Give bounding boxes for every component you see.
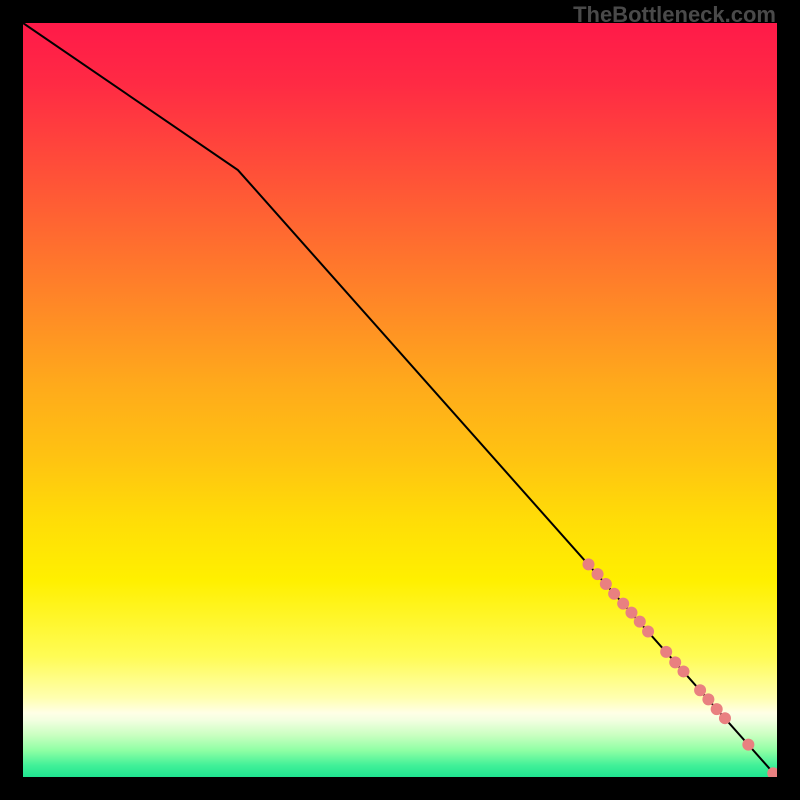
data-marker: [617, 598, 629, 610]
bottleneck-chart: [23, 23, 777, 777]
data-marker: [669, 656, 681, 668]
data-marker: [600, 578, 612, 590]
data-marker: [642, 625, 654, 637]
data-marker: [625, 607, 637, 619]
data-marker: [678, 665, 690, 677]
data-marker: [742, 739, 754, 751]
data-marker: [660, 646, 672, 658]
data-marker: [634, 616, 646, 628]
data-marker: [711, 703, 723, 715]
data-marker: [592, 568, 604, 580]
gradient-background: [23, 23, 777, 777]
data-marker: [694, 684, 706, 696]
data-marker: [608, 588, 620, 600]
chart-frame: TheBottleneck.com: [0, 0, 800, 800]
data-marker: [719, 712, 731, 724]
data-marker: [583, 558, 595, 570]
data-marker: [702, 693, 714, 705]
watermark-text: TheBottleneck.com: [573, 2, 776, 28]
